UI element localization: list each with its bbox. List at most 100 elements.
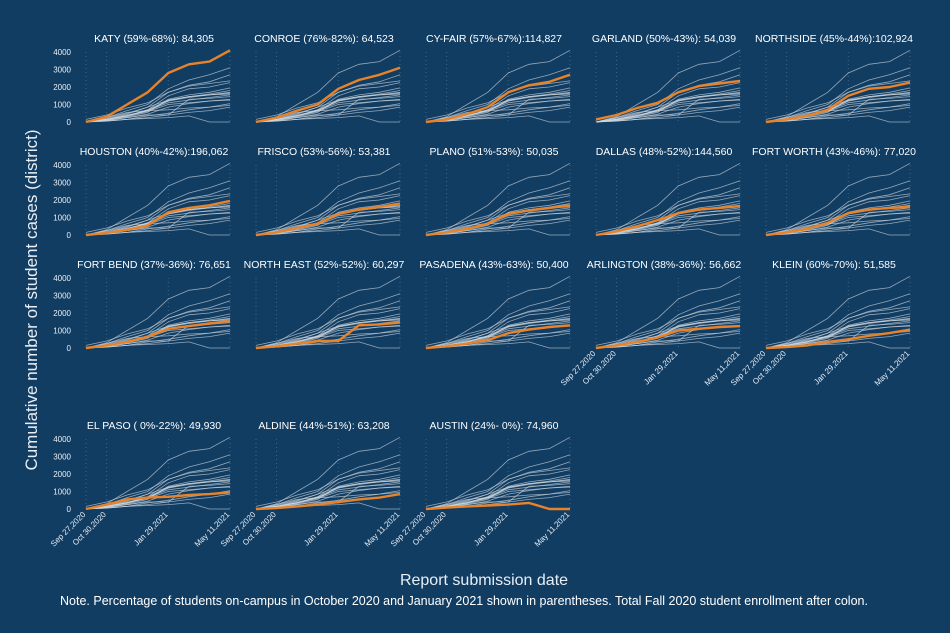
panel-title: EL PASO ( 0%-22%): 49,930: [87, 420, 221, 432]
panel-2: CY-FAIR (57%-67%):114,827: [425, 33, 571, 124]
background-series-line: [425, 115, 570, 123]
y-tick-label: 4000: [53, 161, 71, 170]
background-series-line: [765, 219, 911, 236]
x-tick-label: May 11,2021: [873, 349, 912, 388]
background-series-line: [85, 193, 231, 233]
background-series-line: [255, 492, 401, 510]
background-series-line: [425, 106, 571, 123]
background-series-line: [765, 115, 910, 123]
highlight-series-line: [765, 205, 911, 237]
background-series-line: [595, 332, 741, 349]
highlight-series-line: [425, 204, 571, 237]
y-tick-label: 3000: [53, 292, 71, 301]
background-series-line: [425, 105, 571, 123]
y-tick-label: 1000: [53, 101, 71, 110]
y-tick-label: 0: [67, 505, 72, 514]
panel-0: KATY (59%-68%): 84,305 0 1000 2000 3000 4000: [53, 33, 231, 127]
panel-1: CONROE (76%-82%): 64,523: [254, 33, 401, 124]
x-tick-label: Jan 29,2021: [472, 510, 510, 548]
panel-title: PLANO (51%-53%): 50,035: [430, 146, 559, 158]
y-tick-label: 2000: [53, 309, 71, 318]
background-series-line: [85, 106, 231, 123]
panel-title: FORT WORTH (43%-46%): 77,020: [752, 146, 916, 158]
panel-grid: KATY (59%-68%): 84,305 0 1000 2000 3000 4000 C…: [49, 33, 916, 549]
y-tick-label: 2000: [53, 196, 71, 205]
background-series-line: [425, 486, 571, 510]
background-series-line: [255, 486, 401, 510]
background-series-line: [85, 219, 231, 236]
background-series-line: [85, 486, 231, 510]
highlight-series-line: [255, 202, 401, 237]
background-series-line: [85, 502, 230, 510]
background-series-line: [425, 306, 571, 346]
panel-8: DALLAS (48%-52%):144,560: [595, 146, 741, 237]
panel-title: KATY (59%-68%): 84,305: [94, 33, 214, 45]
background-series-line: [595, 193, 741, 233]
y-tick-label: 3000: [53, 179, 71, 188]
y-tick-label: 1000: [53, 488, 71, 497]
panel-title: DALLAS (48%-52%):144,560: [596, 146, 733, 158]
background-series-line: [765, 105, 911, 123]
background-series-line: [595, 105, 741, 123]
background-series-line: [595, 99, 741, 123]
background-series-line: [85, 467, 231, 507]
y-tick-label: 2000: [53, 83, 71, 92]
background-series-line: [595, 275, 741, 349]
background-series-line: [85, 99, 231, 123]
background-series-line: [255, 331, 401, 349]
background-series-line: [425, 193, 571, 233]
highlight-series-line: [425, 501, 570, 511]
highlight-series-line: [85, 491, 231, 511]
panel-15: EL PASO ( 0%-22%): 49,930 0 1000 2000 3000 40…: [49, 420, 232, 549]
highlight-series-line: [595, 204, 741, 237]
y-tick-label: 4000: [53, 435, 71, 444]
y-tick-label: 1000: [53, 327, 71, 336]
background-series-line: [255, 219, 401, 236]
highlight-series-line: [595, 324, 741, 350]
background-series-line: [425, 492, 571, 510]
background-series-line: [765, 49, 911, 123]
background-series-line: [595, 306, 741, 346]
background-series-line: [425, 49, 571, 123]
background-series-line: [765, 306, 911, 346]
y-tick-label: 0: [67, 344, 72, 353]
panel-title: ARLINGTON (38%-36%): 56,662: [587, 259, 742, 271]
y-axis-label: Cumulative number of student cases (dist…: [22, 129, 41, 470]
background-series-line: [595, 219, 741, 236]
background-series-line: [85, 332, 231, 349]
panel-title: GARLAND (50%-43%): 54,039: [592, 33, 736, 45]
panel-title: FORT BEND (37%-36%): 76,651: [77, 259, 231, 271]
background-series-line: [425, 219, 571, 236]
panel-title: KLEIN (60%-70%): 51,585: [772, 259, 896, 271]
background-series-line: [765, 275, 911, 349]
background-series-line: [255, 49, 401, 123]
y-tick-label: 3000: [53, 66, 71, 75]
x-tick-label: May 11,2021: [533, 510, 572, 549]
y-tick-label: 3000: [53, 453, 71, 462]
background-series-line: [255, 218, 401, 236]
highlight-series-line: [255, 492, 401, 511]
panel-title: ALDINE (44%-51%): 63,208: [258, 420, 389, 432]
background-series-line: [255, 436, 401, 510]
panel-title: CY-FAIR (57%-67%):114,827: [426, 33, 562, 45]
x-tick-label: Jan 29,2021: [642, 349, 680, 387]
panel-10: FORT BEND (37%-36%): 76,651 0 1000 2000 3000…: [53, 259, 231, 353]
background-series-line: [765, 106, 911, 123]
highlight-series-line: [255, 66, 401, 124]
y-tick-label: 4000: [53, 48, 71, 57]
panel-12: PASADENA (43%-63%): 50,400: [419, 259, 571, 350]
panel-title: CONROE (76%-82%): 64,523: [254, 33, 394, 45]
background-series-line: [425, 436, 571, 510]
background-series-line: [595, 49, 741, 123]
panel-title: NORTH EAST (52%-52%): 60,297: [244, 259, 405, 271]
background-series-line: [255, 275, 401, 349]
background-series-line: [255, 162, 401, 236]
background-series-line: [765, 193, 911, 233]
highlight-series-line: [595, 79, 741, 121]
highlight-series-line: [765, 328, 911, 350]
x-tick-label: Jan 29,2021: [132, 510, 170, 548]
